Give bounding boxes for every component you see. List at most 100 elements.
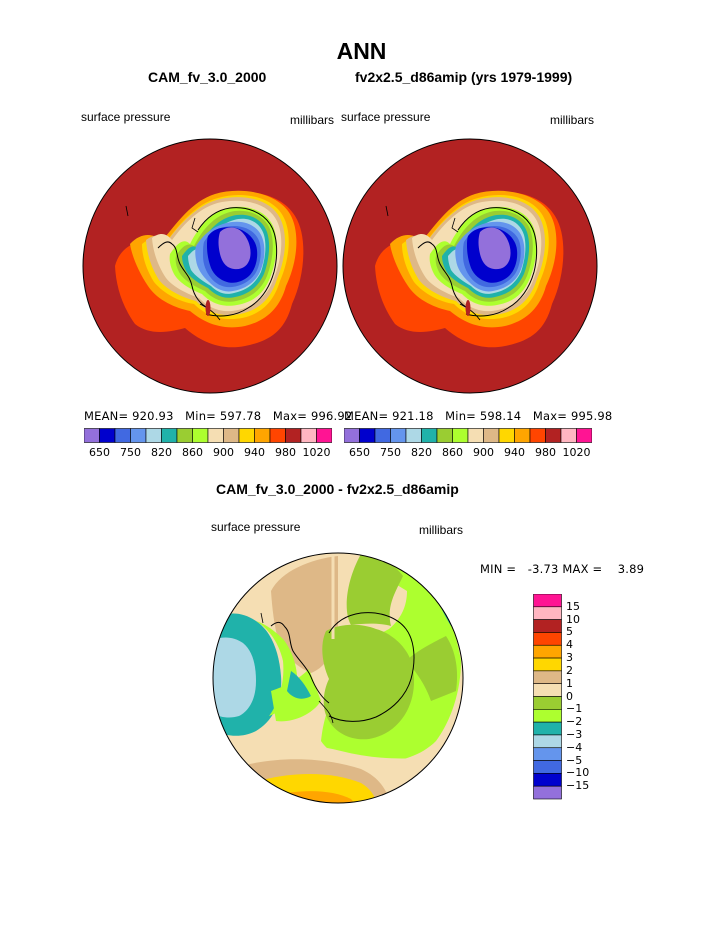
diff-colorbar-tick-label: −10 [566,766,590,780]
colorbar-swatch [114,428,131,443]
diff-colorbar-swatch [533,709,562,723]
colorbar-tick-label: 860 [442,446,463,459]
left-min: Min= 597.78 [185,409,262,423]
right-mean: MEAN= 921.18 [344,409,434,423]
colorbar-swatch [483,428,500,443]
colorbar-swatch [269,428,286,443]
colorbar-swatch [436,428,453,443]
colorbar-tick-label: 820 [411,446,432,459]
colorbar-tick-label: 980 [275,446,296,459]
colorbar-swatch [374,428,391,443]
left-colorbar-labels: 650 750 820 860 900 940 980 1020 [84,446,332,460]
diff-colorbar-swatch [533,734,562,749]
colorbar-swatch [130,428,147,443]
diff-colorbar-swatch [533,760,562,774]
diff-colorbar-tick-label: 4 [566,638,573,652]
colorbar-swatch [359,428,376,443]
right-colorbar-labels: 650 750 820 860 900 940 980 1020 [344,446,592,460]
colorbar-tick-label: 940 [244,446,265,459]
left-colorbar [84,428,332,443]
diff-field-label: surface pressure [211,520,301,534]
left-panel-heading: CAM_fv_3.0_2000 [148,69,267,85]
right-panel-field-label: surface pressure [341,110,431,124]
diff-colorbar-swatch [533,696,562,710]
colorbar-tick-label: 750 [120,446,141,459]
diff-colorbar-swatch [533,747,562,761]
diff-colorbar-tick-label: 1 [566,676,573,690]
colorbar-swatch [223,428,240,443]
right-panel-stats: MEAN= 921.18 Min= 598.14 Max= 995.98 [344,409,612,423]
right-colorbar [344,428,592,443]
colorbar-swatch [84,428,100,443]
right-min: Min= 598.14 [445,409,522,423]
colorbar-swatch [498,428,515,443]
colorbar-swatch [421,428,438,443]
colorbar-tick-label: 900 [213,446,234,459]
diff-colorbar-tick-label: −4 [566,740,583,754]
diff-colorbar-swatch [533,632,562,646]
colorbar-tick-label: 750 [380,446,401,459]
colorbar-swatch [467,428,484,443]
colorbar-tick-label: 1020 [562,446,591,459]
colorbar-tick-label: 650 [349,446,370,459]
diff-colorbar-swatch [533,657,562,672]
colorbar-swatch [405,428,422,443]
diff-colorbar-swatch [533,721,562,736]
colorbar-swatch [545,428,562,443]
diff-colorbar [533,594,562,800]
colorbar-swatch [176,428,193,443]
colorbar-swatch [316,428,332,443]
diff-colorbar-tick-label: 2 [566,663,573,677]
figure-title: ANN [336,38,387,64]
right-panel-units-label: millibars [550,113,595,127]
colorbar-swatch [560,428,577,443]
colorbar-tick-label: 820 [151,446,172,459]
diff-polar-map [212,552,464,804]
diff-colorbar-tick-label: −1 [566,702,583,716]
colorbar-tick-label: 860 [182,446,203,459]
diff-colorbar-swatch [533,670,562,684]
diff-colorbar-tick-label: 5 [566,625,573,639]
colorbar-tick-label: 650 [89,446,110,459]
diff-colorbar-swatch [533,619,562,633]
colorbar-swatch [192,428,209,443]
left-polar-map [82,138,338,394]
colorbar-swatch [576,428,592,443]
colorbar-swatch [161,428,178,443]
diff-colorbar-swatch [533,773,562,787]
diff-colorbar-labels: 15 10 5 4 3 2 1 0 −1 −2 −3 −4 −5 −10 −15 [566,594,606,800]
diff-colorbar-swatch [533,606,562,620]
colorbar-tick-label: 900 [473,446,494,459]
diff-colorbar-tick-label: 10 [566,612,580,626]
colorbar-swatch [300,428,317,443]
colorbar-swatch [254,428,271,443]
diff-colorbar-swatch [533,644,562,659]
colorbar-swatch [145,428,162,443]
colorbar-swatch [285,428,302,443]
left-max: Max= 996.92 [272,409,353,423]
colorbar-swatch [344,428,360,443]
colorbar-tick-label: 980 [535,446,556,459]
colorbar-swatch [529,428,546,443]
colorbar-swatch [238,428,255,443]
diff-colorbar-tick-label: −3 [566,727,583,741]
right-max: Max= 995.98 [532,409,613,423]
diff-colorbar-tick-label: 0 [566,689,573,703]
diff-colorbar-swatch [533,683,562,697]
right-panel-heading: fv2x2.5_d86amip (yrs 1979-1999) [355,69,573,85]
colorbar-swatch [452,428,469,443]
colorbar-tick-label: 940 [504,446,525,459]
right-polar-map [342,138,598,394]
diff-colorbar-tick-label: −5 [566,753,583,767]
diff-units-label: millibars [419,523,464,537]
left-mean: MEAN= 920.93 [84,409,174,423]
diff-colorbar-tick-label: −2 [566,715,583,729]
left-panel-stats: MEAN= 920.93 Min= 597.78 Max= 996.92 [84,409,352,423]
diff-colorbar-tick-label: 3 [566,651,573,665]
diff-colorbar-swatch [533,785,562,800]
colorbar-swatch [514,428,531,443]
diff-colorbar-tick-label: 15 [566,599,580,613]
diff-colorbar-swatch [533,594,562,608]
colorbar-tick-label: 1020 [302,446,331,459]
colorbar-swatch [390,428,407,443]
